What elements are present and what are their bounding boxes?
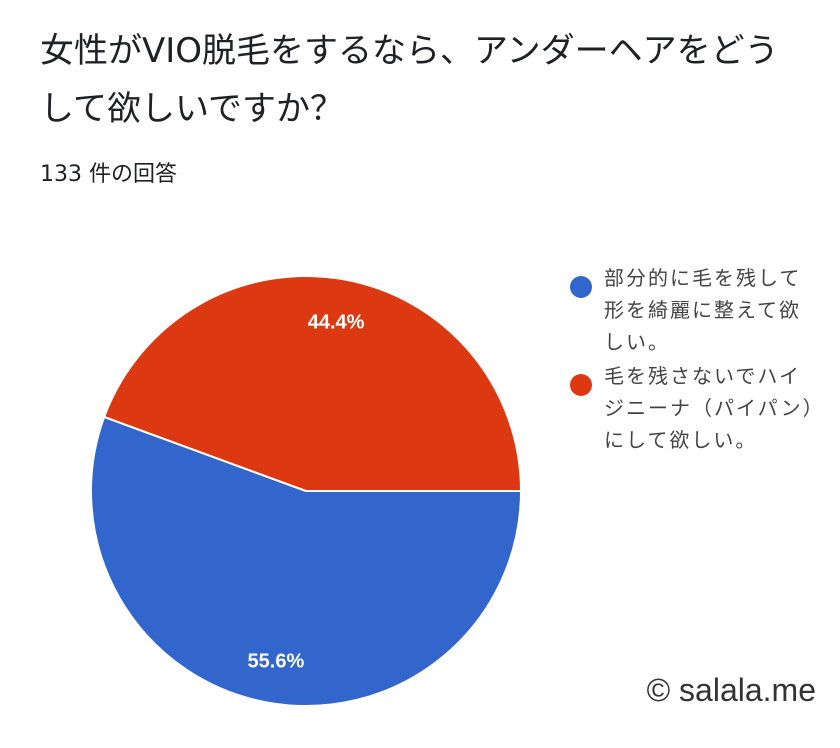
legend-swatch-red: [570, 374, 592, 396]
pie-slice-1[interactable]: [102, 275, 523, 492]
pie-slice-0[interactable]: [90, 415, 523, 707]
pie-slice-label-1: 44.4%: [308, 312, 365, 334]
pie-slice-label-0: 55.6%: [248, 650, 305, 672]
pie-chart: 55.6% 44.4%: [90, 275, 523, 707]
legend-item-partial[interactable]: 部分的に毛を残して形を綺麗に整えて欲しい。: [570, 262, 820, 358]
chart-legend: 部分的に毛を残して形を綺麗に整えて欲しい。 毛を残さないでハイジニーナ（パイパン…: [570, 262, 820, 458]
question-title: 女性がVIO脱毛をするなら、アンダーヘアをどうして欲しいですか？: [40, 31, 779, 129]
legend-label: 部分的に毛を残して形を綺麗に整えて欲しい。: [604, 266, 802, 354]
legend-label: 毛を残さないでハイジニーナ（パイパン）にして欲しい。: [604, 364, 815, 452]
legend-swatch-blue: [570, 276, 592, 298]
response-count: 133 件の回答: [40, 162, 177, 187]
legend-item-hygienina[interactable]: 毛を残さないでハイジニーナ（パイパン）にして欲しい。: [570, 360, 820, 456]
watermark: © salala.me: [646, 672, 816, 708]
